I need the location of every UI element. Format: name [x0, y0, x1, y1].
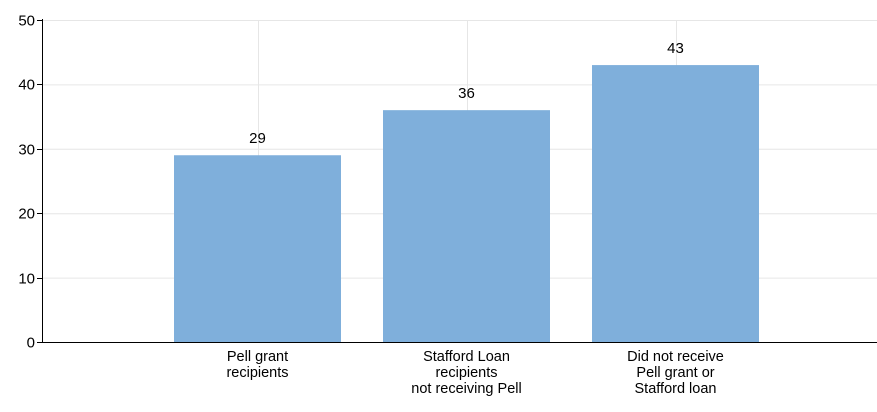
x-tick-label-2-line-2: recipients — [435, 365, 497, 381]
x-tick-label-3-line-2: Pell grant or — [636, 365, 714, 381]
y-tick-label-40: 40 — [18, 77, 35, 94]
y-tick-label-0: 0 — [27, 335, 35, 352]
x-tick-label-1-line-1: Pell grant — [227, 349, 288, 365]
data-label-3: 43 — [667, 40, 684, 57]
x-tick-label-2-line-1: Stafford Loan — [423, 349, 510, 365]
axes — [37, 19, 877, 343]
data-label-1: 29 — [249, 130, 266, 147]
y-tick-label-10: 10 — [18, 271, 35, 288]
y-tick-label-50: 50 — [18, 13, 35, 30]
bar-2 — [383, 110, 550, 342]
y-tick-label-30: 30 — [18, 142, 35, 159]
x-tick-label-2-line-3: not receiving Pell — [411, 381, 521, 397]
x-tick-label-1-line-2: recipients — [226, 365, 288, 381]
bar-1 — [174, 155, 341, 342]
x-tick-label-3-line-3: Stafford loan — [635, 381, 717, 397]
x-tick-label-1: Pell grant recipients — [226, 349, 288, 381]
y-tick-label-20: 20 — [18, 206, 35, 223]
x-tick-label-3-line-1: Did not receive — [627, 349, 724, 365]
bar-3 — [592, 65, 759, 342]
bars — [174, 65, 759, 342]
x-tick-label-2: Stafford Loan recipients not receiving Pel… — [411, 349, 521, 397]
data-label-2: 36 — [458, 85, 475, 102]
x-tick-label-3: Did not receive Pell grant or Stafford loa… — [627, 349, 724, 397]
